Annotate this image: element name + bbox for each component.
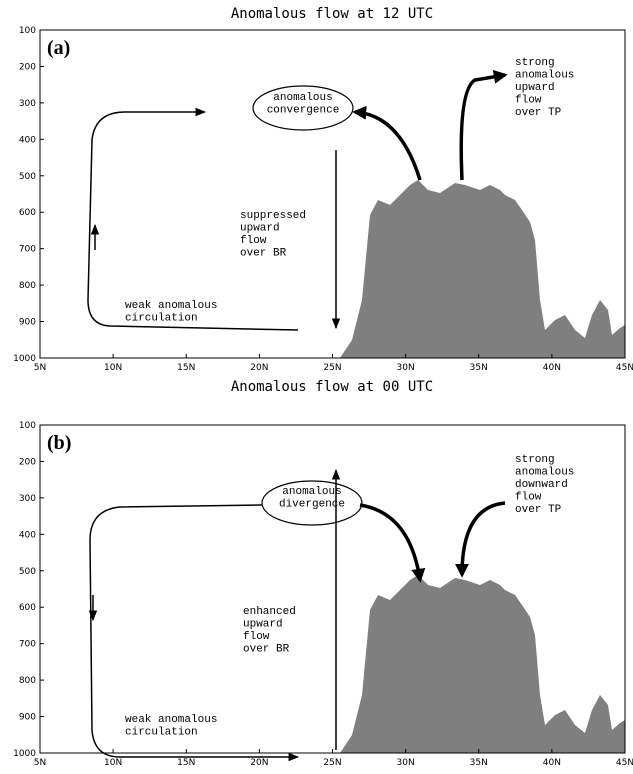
x-tick-label: 30N <box>397 363 415 373</box>
y-tick-label: 200 <box>19 62 36 72</box>
annotation-text: anomalous <box>273 92 332 104</box>
flow-arrow-thick <box>359 503 426 583</box>
x-tick-label: 5N <box>34 363 46 373</box>
flow-arrow-thick <box>455 501 506 578</box>
x-tick-label: 20N <box>250 758 268 768</box>
annotation-text: weak anomalous <box>125 300 217 312</box>
flow-arrow-thick <box>459 69 508 181</box>
y-tick-label: 800 <box>19 676 36 686</box>
annotation-text: over TP <box>515 107 562 119</box>
y-tick-label: 400 <box>19 135 36 145</box>
panel: Anomalous flow at 00 UTC (b) 100 200 300 400 5… <box>13 379 633 768</box>
x-tick-label: 45N <box>616 363 633 373</box>
x-tick-label: 40N <box>543 758 561 768</box>
annotation-text: divergence <box>279 499 345 511</box>
y-tick-label: 800 <box>19 281 36 291</box>
annotation-text: upward <box>515 82 555 94</box>
y-tick-label: 500 <box>19 567 36 577</box>
x-tick-label: 5N <box>34 758 46 768</box>
annotation-ellipse <box>261 480 363 526</box>
y-tick-label: 100 <box>19 421 36 431</box>
annotation-text: anomalous <box>282 486 341 498</box>
y-tick-label: 300 <box>19 494 36 504</box>
x-tick-label: 15N <box>177 363 195 373</box>
y-tick-label: 600 <box>19 603 36 613</box>
x-tick-label: 45N <box>616 758 633 768</box>
annotation-text: anomalous <box>515 467 574 479</box>
x-tick-label: 10N <box>104 758 122 768</box>
annotation-text: suppressed <box>240 210 306 222</box>
y-tick-label: 400 <box>19 530 36 540</box>
annotation-text: over BR <box>243 644 290 656</box>
annotation-text: enhanced <box>243 606 296 618</box>
annotation-text: flow <box>240 235 267 247</box>
x-tick-label: 15N <box>177 758 195 768</box>
annotation-text: strong <box>515 454 555 466</box>
flow-arrow <box>87 107 299 331</box>
x-tick-label: 20N <box>250 363 268 373</box>
terrain <box>340 575 625 753</box>
x-tick-label: 10N <box>104 363 122 373</box>
panel-title: Anomalous flow at 12 UTC <box>231 6 433 22</box>
flow-arrow <box>89 504 300 762</box>
panel-label: (b) <box>47 432 71 454</box>
y-tick-label: 500 <box>19 172 36 182</box>
x-tick-label: 30N <box>397 758 415 768</box>
annotation-text: strong <box>515 57 555 69</box>
y-tick-label: 200 <box>19 457 36 467</box>
y-tick-label: 1000 <box>13 354 36 364</box>
annotation-text: flow <box>515 492 542 504</box>
y-tick-label: 300 <box>19 99 36 109</box>
x-tick-label: 25N <box>323 363 341 373</box>
annotation-text: convergence <box>267 105 340 117</box>
x-tick-label: 40N <box>543 363 561 373</box>
y-tick-label: 1000 <box>13 749 36 759</box>
annotation-text: flow <box>515 95 542 107</box>
x-tick-label: 35N <box>470 363 488 373</box>
annotation-text: weak anomalous <box>125 714 217 726</box>
annotation-text: upward <box>240 223 280 235</box>
annotation-text: over BR <box>240 248 287 260</box>
y-tick-label: 100 <box>19 26 36 36</box>
annotation-text: downward <box>515 479 568 491</box>
y-tick-label: 900 <box>19 713 36 723</box>
annotation-text: anomalous <box>515 70 574 82</box>
x-tick-label: 25N <box>323 758 341 768</box>
annotation-text: circulation <box>125 313 198 325</box>
y-tick-label: 900 <box>19 318 36 328</box>
annotation-text: upward <box>243 619 283 631</box>
annotation-text: circulation <box>125 727 198 739</box>
annotation-text: over TP <box>515 504 562 516</box>
panel-title: Anomalous flow at 00 UTC <box>231 379 433 395</box>
y-tick-label: 700 <box>19 640 36 650</box>
x-tick-label: 35N <box>470 758 488 768</box>
annotation-text: flow <box>243 631 270 643</box>
y-tick-label: 600 <box>19 208 36 218</box>
panel-label: (a) <box>47 37 70 59</box>
terrain <box>340 180 625 358</box>
panel: Anomalous flow at 12 UTC (a) 100 200 300 400 5… <box>13 6 633 373</box>
y-tick-label: 700 <box>19 245 36 255</box>
flow-arrow-thick <box>352 105 422 181</box>
